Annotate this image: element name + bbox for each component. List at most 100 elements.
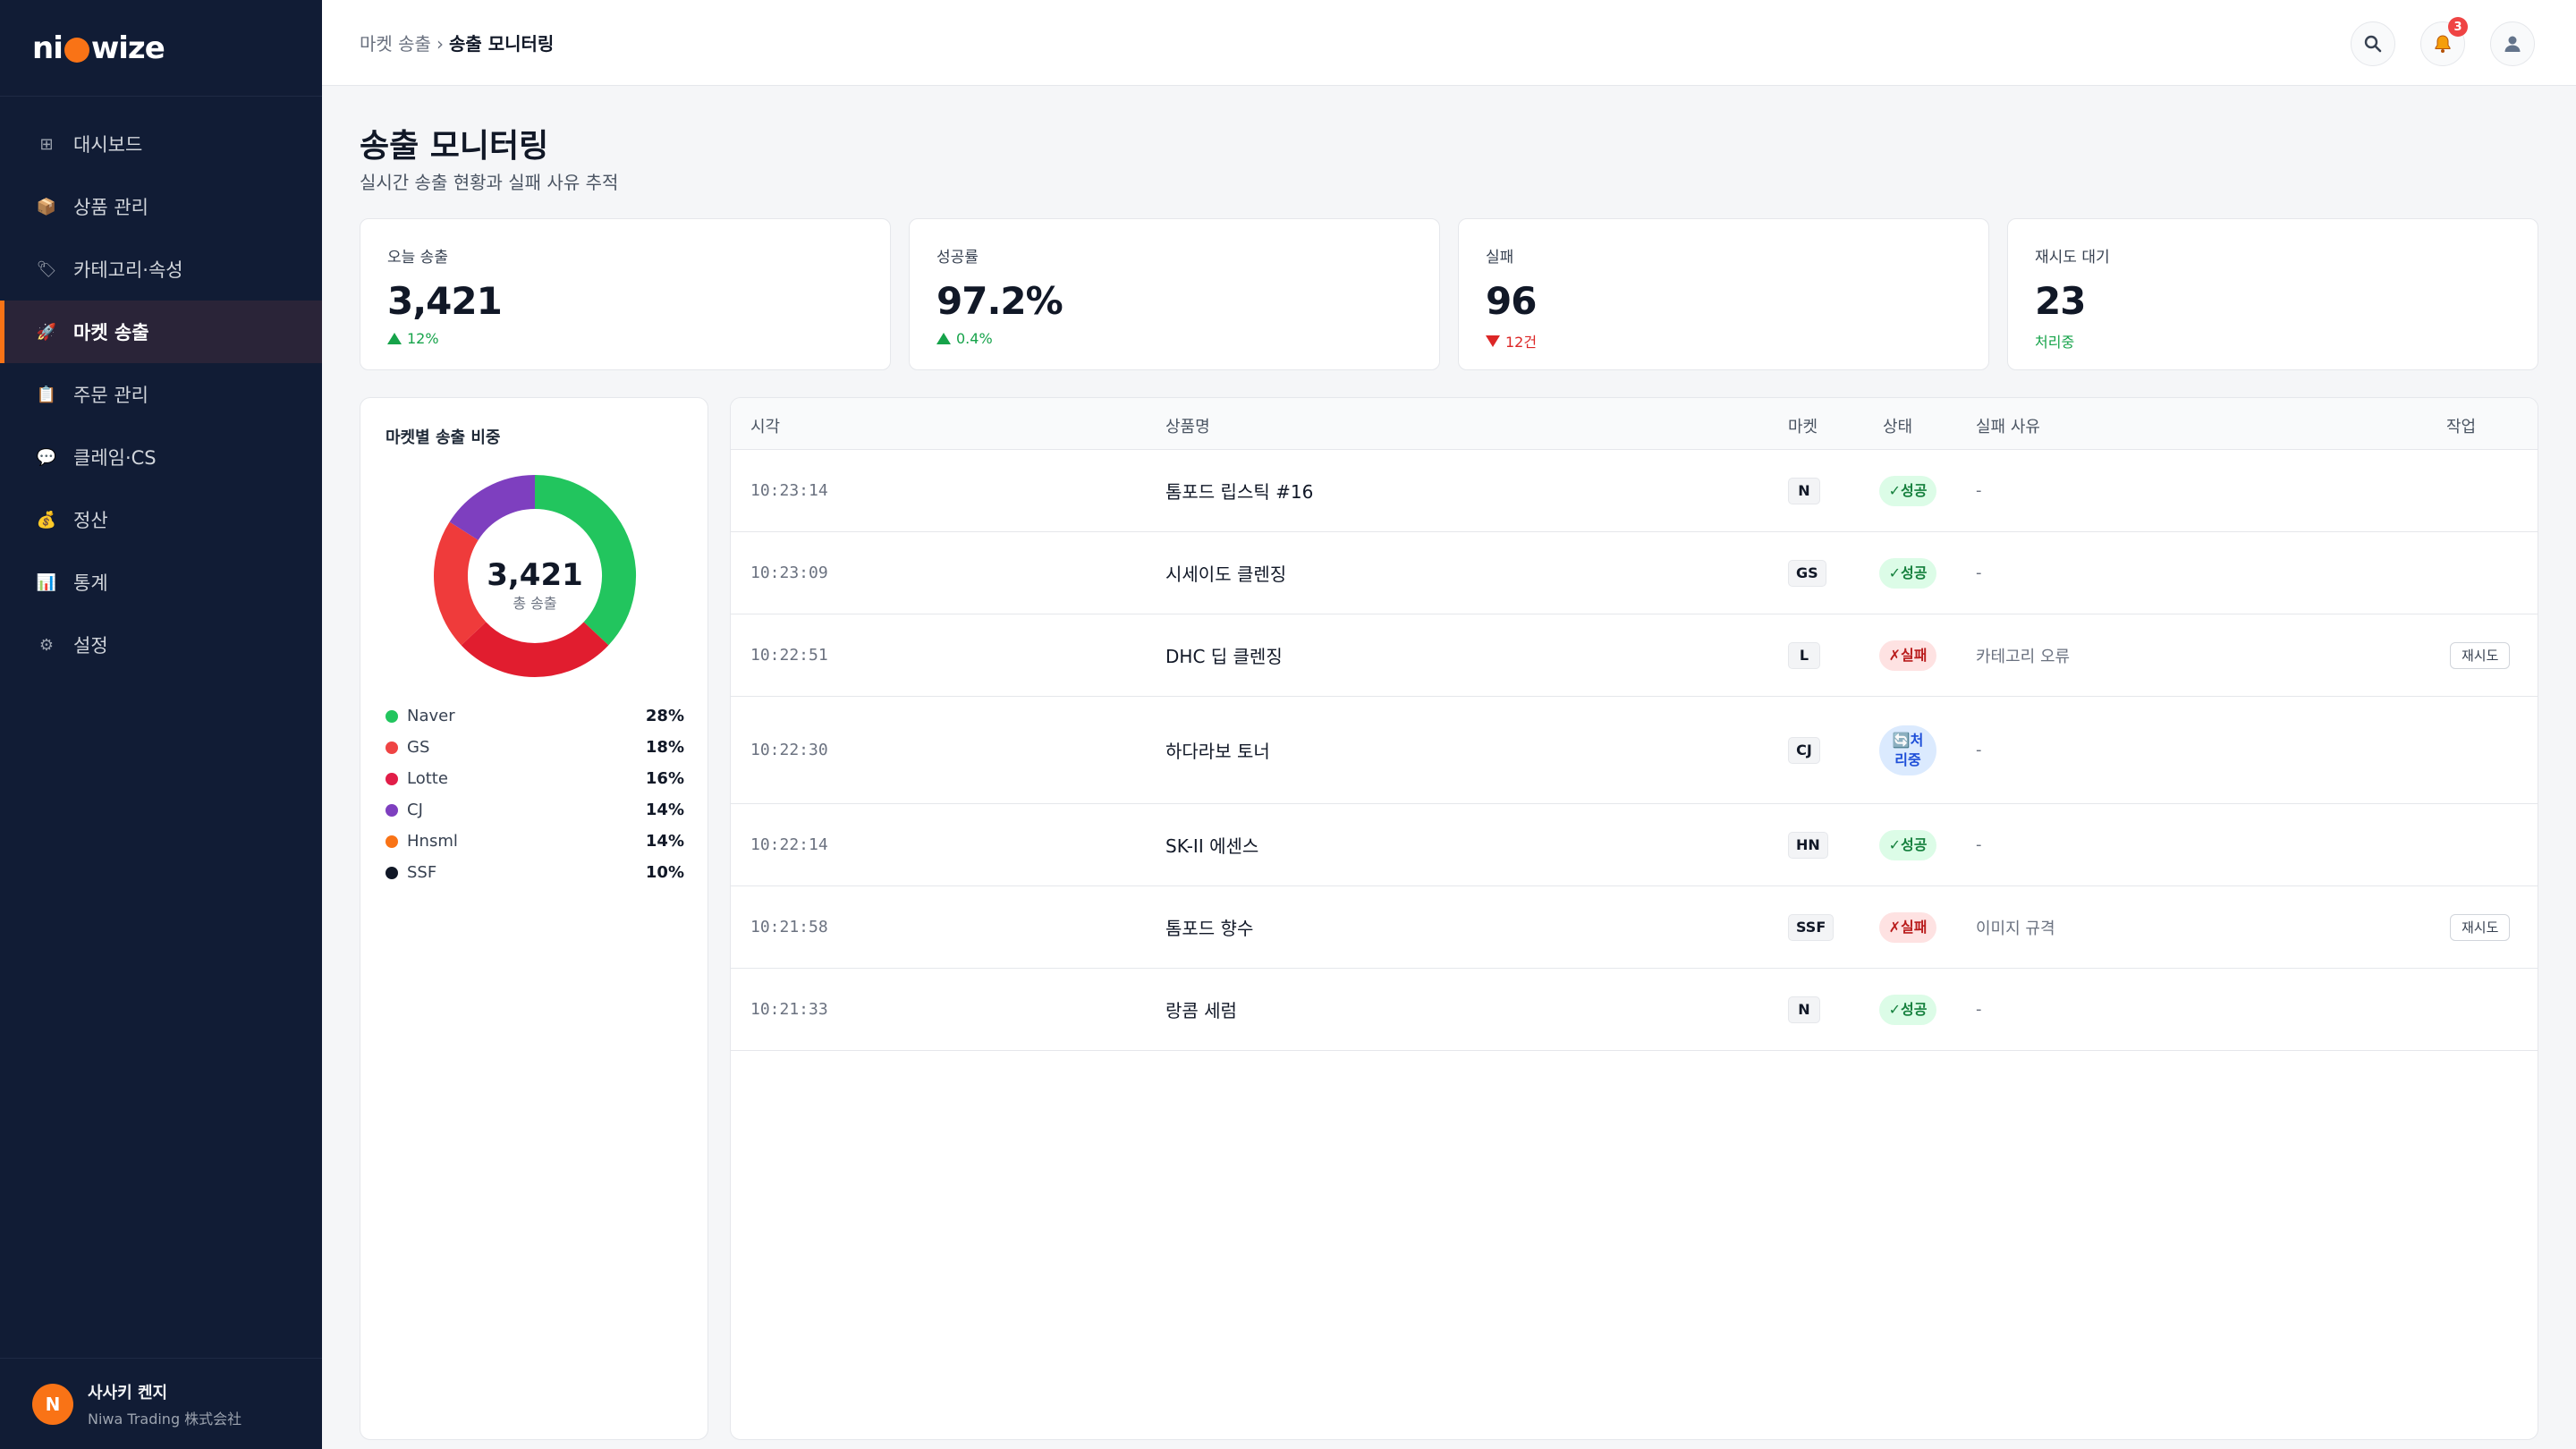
stat-delta-text: 12%	[407, 330, 439, 347]
legend-value: 10%	[645, 863, 684, 882]
legend-item[interactable]: SSF 10%	[386, 857, 684, 888]
legend-item[interactable]: Hnsml 14%	[386, 826, 684, 857]
table-row[interactable]: 10:23:14 톰포드 립스틱 #16 N ✓성공 -	[731, 450, 2538, 532]
legend-item[interactable]: Naver 28%	[386, 700, 684, 732]
sidebar-item-4[interactable]: 📋 주문 관리	[0, 363, 322, 426]
stat-value: 3,421	[387, 279, 503, 323]
legend-label: GS	[407, 738, 430, 757]
status-badge: ✗실패	[1879, 640, 1936, 671]
legend-value: 14%	[645, 832, 684, 851]
sidebar-item-5[interactable]: 💬 클레임·CS	[0, 426, 322, 488]
stat-label: 오늘 송출	[387, 249, 448, 267]
sidebar-item-1[interactable]: 📦 상품 관리	[0, 175, 322, 238]
row-fail-reason: 이미지 규격	[1976, 919, 2055, 938]
row-fail-reason: -	[1976, 741, 1982, 759]
legend-dot-icon	[386, 835, 398, 848]
row-status-cell: ✓성공	[1879, 532, 1936, 614]
table-body: 10:23:14 톰포드 립스틱 #16 N ✓성공 - 10:23:09 시세이도 클렌징…	[731, 450, 2538, 1051]
breadcrumb-separator: ›	[436, 33, 444, 55]
market-share-panel: 마켓별 송출 비중 3,421 총 송출 Naver 28% GS 18% Lotte 16…	[360, 397, 708, 1440]
stat-value: 96	[1486, 279, 1537, 323]
row-fail-reason: 카테고리 오류	[1976, 647, 2071, 666]
sidebar-item-7[interactable]: 📊 통계	[0, 551, 322, 614]
tag-icon: 🏷	[36, 259, 57, 279]
stat-delta-text: 0.4%	[956, 330, 993, 347]
sidebar: ni wize ⊞ 대시보드 📦 상품 관리 🏷 카테고리·속성 🚀 마켓 송출 📋 주문 관리 💬 클…	[0, 0, 322, 1449]
legend-dot-icon	[386, 803, 398, 817]
table-row[interactable]: 10:22:30 하다라보 토너 CJ 🔄처리중 -	[731, 697, 2538, 804]
row-market-cell: N	[1788, 969, 1820, 1050]
row-status-cell: 🔄처리중	[1879, 697, 1936, 803]
table-row[interactable]: 10:22:14 SK-II 에센스 HN ✓성공 -	[731, 804, 2538, 886]
table-row[interactable]: 10:21:33 랑콤 세럼 N ✓성공 -	[731, 969, 2538, 1051]
legend-item[interactable]: Lotte 16%	[386, 763, 684, 794]
table-row[interactable]: 10:23:09 시세이도 클렌징 GS ✓성공 -	[731, 532, 2538, 614]
col-market[interactable]: 마켓	[1788, 418, 1818, 436]
sidebar-item-label: 설정	[73, 635, 108, 657]
market-badge: L	[1788, 641, 1820, 669]
notification-badge: 3	[2448, 17, 2468, 37]
box-icon: 📦	[36, 197, 57, 216]
trend-up-icon	[936, 333, 951, 344]
col-fail-reason[interactable]: 실패 사유	[1976, 418, 2040, 436]
market-share-donut-chart: 3,421 총 송출	[434, 475, 636, 677]
notifications-button[interactable]: 3	[2420, 17, 2468, 66]
market-badge: N	[1788, 477, 1820, 504]
status-badge: ✗실패	[1879, 911, 1936, 943]
col-product-name[interactable]: 상품명	[1165, 418, 1210, 436]
row-time: 10:22:51	[750, 646, 828, 665]
market-badge: CJ	[1788, 736, 1820, 764]
donut-slice-3[interactable]	[449, 475, 536, 541]
row-product-name: 톰포드 립스틱 #16	[1165, 481, 1314, 503]
avatar: N	[32, 1383, 73, 1425]
donut-slice-0[interactable]	[534, 475, 636, 646]
donut-center-label: 총 송출	[513, 595, 556, 612]
legend-value: 14%	[645, 801, 684, 819]
grid-icon: ⊞	[39, 134, 54, 154]
row-product-name: SK-II 에센스	[1165, 835, 1259, 857]
sidebar-item-3[interactable]: 🚀 마켓 송출	[0, 301, 322, 363]
sidebar-item-label: 마켓 송출	[73, 322, 149, 343]
clipboard-icon: 📋	[36, 385, 57, 404]
stat-delta: 처리중	[2035, 330, 2511, 352]
table-row[interactable]: 10:22:51 DHC 딥 클렌징 L ✗실패 카테고리 오류 재시도	[731, 614, 2538, 697]
sidebar-item-label: 정산	[73, 510, 108, 531]
legend-label: SSF	[407, 863, 437, 882]
sidebar-item-8[interactable]: ⚙ 설정	[0, 614, 322, 676]
legend-value: 18%	[645, 738, 684, 757]
legend-item[interactable]: CJ 14%	[386, 794, 684, 826]
legend-item[interactable]: GS 18%	[386, 732, 684, 763]
rocket-icon: 🚀	[36, 322, 57, 342]
sidebar-item-2[interactable]: 🏷 카테고리·속성	[0, 238, 322, 301]
stat-delta: 12%	[387, 330, 863, 347]
row-status-cell: ✗실패	[1879, 886, 1936, 968]
col-status[interactable]: 상태	[1883, 418, 1913, 436]
sidebar-item-label: 주문 관리	[73, 385, 148, 406]
table-row[interactable]: 10:21:58 톰포드 향수 SSF ✗실패 이미지 규격 재시도	[731, 886, 2538, 969]
legend-value: 28%	[645, 707, 684, 725]
user-company: Niwa Trading 株式会社	[88, 1410, 242, 1428]
market-badge: SSF	[1788, 913, 1835, 941]
user-icon	[2504, 36, 2521, 52]
page-title: 송출 모니터링	[360, 128, 549, 165]
status-badge: ✓성공	[1879, 557, 1936, 589]
success-rate-card: 성공률 97.2% 0.4%	[909, 218, 1440, 370]
col-time[interactable]: 시각	[750, 418, 781, 436]
account-button[interactable]	[2490, 21, 2535, 66]
user-profile[interactable]: N 사사키 켄지 Niwa Trading 株式会社	[0, 1358, 322, 1449]
breadcrumb: 마켓 송출 › 송출 모니터링	[360, 30, 554, 55]
sidebar-item-0[interactable]: ⊞ 대시보드	[0, 113, 322, 175]
sidebar-item-6[interactable]: 💰 정산	[0, 488, 322, 551]
retry-button[interactable]: 재시도	[2450, 641, 2511, 669]
search-button[interactable]	[2351, 21, 2395, 66]
stat-value: 23	[2035, 279, 2086, 323]
retry-button[interactable]: 재시도	[2450, 913, 2511, 941]
sidebar-item-label: 카테고리·속성	[73, 259, 183, 281]
sidebar-item-label: 통계	[73, 572, 108, 594]
stat-delta-text: 12건	[1505, 334, 1538, 351]
breadcrumb-parent[interactable]: 마켓 송출	[360, 33, 431, 55]
donut-slice-1[interactable]	[461, 621, 609, 677]
brand-logo[interactable]: ni wize	[0, 0, 322, 97]
donut-slice-2[interactable]	[434, 521, 487, 646]
row-market-cell: CJ	[1788, 697, 1820, 803]
